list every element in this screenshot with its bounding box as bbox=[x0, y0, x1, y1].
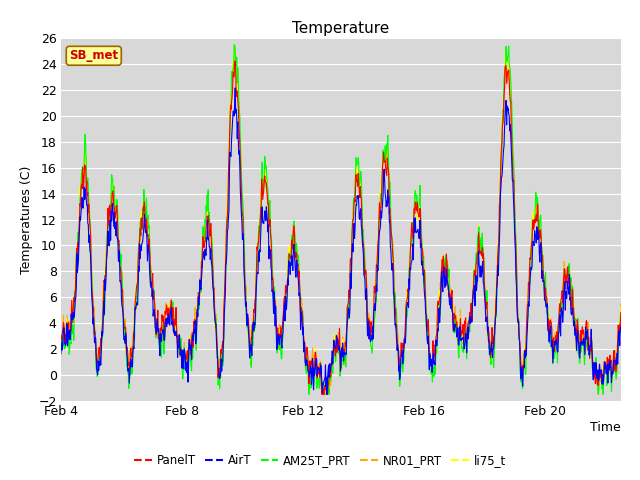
NR01_PRT bbox=[266, 218, 273, 224]
li75_t bbox=[582, 335, 589, 341]
Y-axis label: Temperatures (C): Temperatures (C) bbox=[20, 166, 33, 274]
AM25T_PRT bbox=[582, 348, 589, 354]
li75_t bbox=[463, 339, 470, 345]
AM25T_PRT bbox=[230, 42, 238, 48]
AirT bbox=[231, 85, 239, 91]
AM25T_PRT bbox=[305, 392, 313, 397]
Legend: PanelT, AirT, AM25T_PRT, NR01_PRT, li75_t: PanelT, AirT, AM25T_PRT, NR01_PRT, li75_… bbox=[129, 449, 511, 472]
li75_t bbox=[57, 339, 65, 345]
Line: li75_t: li75_t bbox=[61, 46, 621, 395]
NR01_PRT bbox=[463, 346, 470, 351]
NR01_PRT bbox=[130, 328, 138, 334]
AirT bbox=[57, 350, 65, 356]
Title: Temperature: Temperature bbox=[292, 21, 389, 36]
AM25T_PRT bbox=[347, 264, 355, 270]
AirT bbox=[205, 244, 213, 250]
PanelT bbox=[57, 333, 65, 339]
NR01_PRT bbox=[57, 344, 65, 349]
AirT bbox=[130, 346, 138, 351]
li75_t bbox=[130, 326, 138, 332]
Text: SB_met: SB_met bbox=[69, 49, 118, 62]
AM25T_PRT bbox=[205, 209, 213, 215]
X-axis label: Time: Time bbox=[590, 421, 621, 434]
PanelT bbox=[463, 334, 470, 340]
NR01_PRT bbox=[231, 50, 239, 56]
AirT bbox=[582, 324, 589, 330]
NR01_PRT bbox=[347, 255, 355, 261]
AM25T_PRT bbox=[463, 356, 470, 362]
NR01_PRT bbox=[617, 301, 625, 307]
Line: PanelT: PanelT bbox=[61, 61, 621, 395]
NR01_PRT bbox=[321, 392, 328, 397]
AirT bbox=[266, 243, 273, 249]
AirT bbox=[463, 350, 470, 356]
PanelT bbox=[130, 336, 138, 341]
PanelT bbox=[318, 392, 326, 397]
PanelT bbox=[617, 310, 625, 315]
Line: AM25T_PRT: AM25T_PRT bbox=[61, 45, 621, 395]
AM25T_PRT bbox=[617, 311, 625, 317]
AirT bbox=[347, 286, 355, 291]
PanelT bbox=[582, 336, 589, 341]
Line: AirT: AirT bbox=[61, 88, 621, 394]
li75_t bbox=[617, 304, 625, 310]
NR01_PRT bbox=[205, 234, 213, 240]
PanelT bbox=[347, 255, 355, 261]
AM25T_PRT bbox=[130, 328, 138, 334]
li75_t bbox=[266, 217, 273, 223]
NR01_PRT bbox=[582, 327, 589, 333]
AM25T_PRT bbox=[57, 352, 65, 358]
AirT bbox=[323, 391, 331, 397]
li75_t bbox=[347, 255, 355, 261]
li75_t bbox=[231, 43, 239, 49]
AM25T_PRT bbox=[266, 201, 273, 206]
PanelT bbox=[231, 58, 239, 64]
PanelT bbox=[266, 224, 273, 229]
AirT bbox=[617, 329, 625, 335]
PanelT bbox=[205, 226, 213, 231]
Line: NR01_PRT: NR01_PRT bbox=[61, 53, 621, 395]
li75_t bbox=[205, 227, 213, 233]
li75_t bbox=[319, 392, 326, 397]
